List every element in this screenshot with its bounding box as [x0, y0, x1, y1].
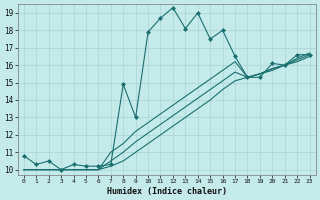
X-axis label: Humidex (Indice chaleur): Humidex (Indice chaleur) [107, 187, 227, 196]
